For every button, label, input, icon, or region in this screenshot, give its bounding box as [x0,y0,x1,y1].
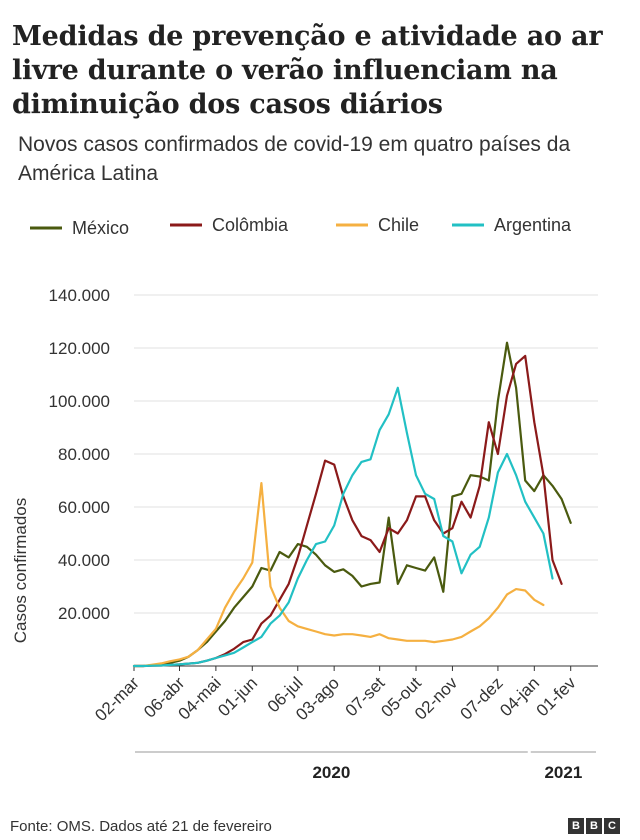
x-tick-label: 02-mar [91,673,143,725]
y-tick-label: 120.000 [49,339,110,358]
x-tick-label: 04-jan [496,673,543,720]
x-tick-label: 01-jun [214,673,261,720]
legend-label: Chile [378,215,419,235]
year-label: 2020 [312,763,350,782]
legend-label: México [72,218,129,238]
y-tick-label: 80.000 [58,445,110,464]
logo-letter: B [586,818,602,834]
x-tick-label: 07-set [342,673,389,720]
year-label: 2021 [544,763,582,782]
y-tick-label: 60.000 [58,498,110,517]
y-axis-label: Casos confirmados [11,498,30,644]
line-chart: 20.000 40.000 60.000 80.000 100.000 120.000 14… [11,215,598,782]
legend-label: Argentina [494,215,572,235]
logo-letter: C [604,818,620,834]
bbc-logo: B B C [568,818,620,834]
y-tick-label: 140.000 [49,286,110,305]
source-note: Fonte: OMS. Dados até 21 de fevereiro [10,818,272,835]
y-tick-label: 100.000 [49,392,110,411]
logo-letter: B [568,818,584,834]
series-line-argentina [132,386,554,668]
series-line-chile [132,482,545,668]
legend-label: Colômbia [212,215,289,235]
y-tick-label: 20.000 [58,604,110,623]
y-tick-label: 40.000 [58,551,110,570]
chart-title: Medidas de prevenção e atividade ao ar l… [12,21,603,120]
chart-subtitle: Novos casos confirmados de covid-19 em q… [18,133,571,185]
series-line-méxico [132,341,572,668]
x-tick-label: 07-dez [457,673,507,723]
x-tick-label: 01-fev [533,673,580,720]
